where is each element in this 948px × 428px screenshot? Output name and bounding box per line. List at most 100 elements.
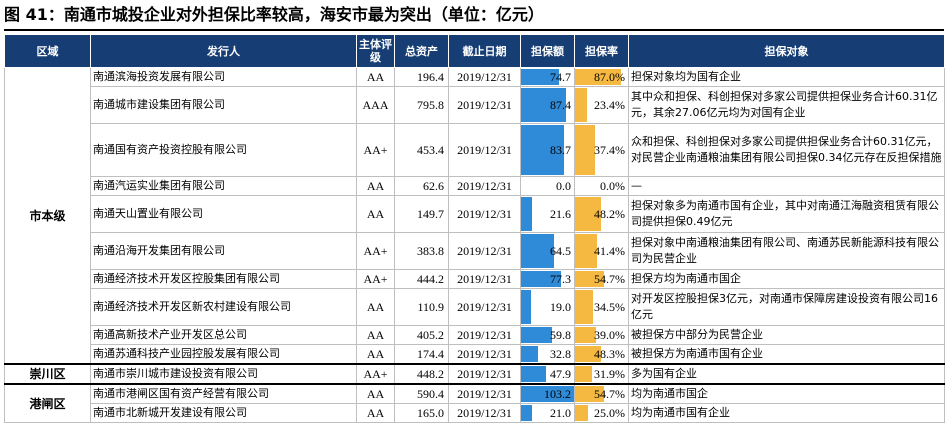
table-row: 南通天山置业有限公司 AA 149.7 2019/12/31 21.6 48.2% 担保对象…	[5, 195, 945, 233]
header-guarantee: 担保额	[520, 34, 575, 68]
ratio-value: 41.4%	[594, 244, 625, 258]
issuer-cell: 南通国有资产投资控股有限公司	[90, 123, 357, 177]
assets-cell: 405.2	[394, 325, 449, 345]
ratio-cell: 48.2%	[574, 195, 629, 233]
assets-cell: 795.8	[394, 86, 449, 124]
assets-cell: 448.2	[394, 363, 449, 385]
table-body: 市本级 南通滨海投资发展有限公司 AA 196.4 2019/12/31 74.7 87.0…	[4, 67, 945, 423]
guarantee-cell: 87.4	[520, 86, 575, 124]
ratio-cell: 23.4%	[574, 86, 629, 124]
region-cell: 市本级	[4, 67, 91, 365]
ratio-cell: 39.0%	[574, 325, 629, 345]
ratio-cell: 54.7%	[574, 383, 629, 404]
ratio-cell: 54.7%	[574, 269, 629, 289]
date-cell: 2019/12/31	[448, 232, 521, 270]
ratio-value: 54.7%	[594, 272, 625, 286]
ratio-value: 48.2%	[594, 207, 625, 221]
issuer-cell: 南通市北新城开发建设有限公司	[90, 403, 357, 423]
guarantee-bar	[521, 125, 564, 175]
header-assets: 总资产	[394, 34, 449, 68]
issuer-cell: 南通经济技术开发区控股集团有限公司	[90, 269, 357, 289]
date-cell: 2019/12/31	[448, 195, 521, 233]
ratio-value: 31.9%	[594, 367, 625, 381]
table-row: 南通城市建设集团有限公司 AAA 795.8 2019/12/31 87.4 23.4% 其…	[5, 86, 945, 124]
guarantee-value: 77.3	[550, 272, 571, 286]
target-cell: 对开发区控股担保3亿元，对南通市保障房建设投资有限公司16亿元	[628, 288, 945, 326]
table-row: 南通经济技术开发区控股集团有限公司 AA+ 444.2 2019/12/31 77.3 5…	[5, 269, 945, 289]
region-cell: 崇川区	[4, 363, 91, 385]
table-row: 南通经济技术开发区新农村建设有限公司 AA 110.9 2019/12/31 19.0 3…	[5, 288, 945, 326]
table-row: 南通苏通科技产业园控股发展有限公司 AA 174.4 2019/12/31 32.8 48…	[5, 344, 945, 365]
target-cell: 均为南通市国企	[628, 383, 945, 404]
table-row: 港闸区 南通市港闸区国有资产经营有限公司 AA 590.4 2019/12/31 103.…	[4, 383, 945, 423]
guarantee-value: 21.0	[550, 406, 571, 420]
guarantee-value: 21.6	[550, 207, 571, 221]
issuer-cell: 南通城市建设集团有限公司	[90, 86, 357, 124]
guarantee-value: 19.0	[550, 300, 571, 314]
ratio-value: 48.3%	[594, 347, 625, 361]
guarantee-bar	[521, 327, 552, 343]
issuer-cell: 南通沿海开发集团有限公司	[90, 232, 357, 270]
ratio-cell: 34.5%	[574, 288, 629, 326]
rating-cell: AA+	[356, 123, 395, 177]
guarantee-bar	[521, 386, 574, 402]
rating-cell: AA	[356, 344, 395, 365]
table-row: 南通国有资产投资控股有限公司 AA+ 453.4 2019/12/31 83.7 37.4…	[5, 123, 945, 177]
guarantee-cell: 0.0	[520, 176, 575, 196]
assets-cell: 444.2	[394, 269, 449, 289]
guarantee-value: 59.8	[550, 328, 571, 342]
guarantee-value: 83.7	[550, 143, 571, 157]
date-cell: 2019/12/31	[448, 325, 521, 345]
issuer-cell: 南通苏通科技产业园控股发展有限公司	[90, 344, 357, 365]
issuer-cell: 南通汽运实业集团有限公司	[90, 176, 357, 196]
guarantee-table: 区域 发行人 主体评级 总资产 截止日期 担保额 担保率 担保对象 市本级 南通滨…	[4, 34, 945, 423]
ratio-bar	[575, 366, 592, 382]
guarantee-value: 64.5	[550, 244, 571, 258]
guarantee-bar	[521, 234, 555, 268]
ratio-cell: 87.0%	[574, 67, 629, 87]
table-row: 南通市北新城开发建设有限公司 AA 165.0 2019/12/31 21.0 25.0%…	[5, 403, 945, 423]
target-cell: 担保对象均为国有企业	[628, 67, 945, 87]
target-cell: 被担保方中部分为民营企业	[628, 325, 945, 345]
guarantee-cell: 83.7	[520, 123, 575, 177]
guarantee-cell: 32.8	[520, 344, 575, 365]
date-cell: 2019/12/31	[448, 288, 521, 326]
issuer-cell: 南通滨海投资发展有限公司	[90, 67, 357, 87]
date-cell: 2019/12/31	[448, 123, 521, 177]
ratio-cell: 41.4%	[574, 232, 629, 270]
date-cell: 2019/12/31	[448, 269, 521, 289]
region-cell: 港闸区	[4, 383, 91, 423]
guarantee-cell: 103.2	[520, 383, 575, 404]
guarantee-value: 103.2	[544, 387, 571, 401]
ratio-bar	[575, 327, 596, 343]
guarantee-bar	[521, 88, 566, 122]
ratio-bar	[575, 234, 597, 268]
guarantee-cell: 21.6	[520, 195, 575, 233]
ratio-value: 39.0%	[594, 328, 625, 342]
title-rule	[4, 29, 944, 31]
ratio-value: 87.0%	[594, 70, 625, 84]
ratio-cell: 0.0%	[574, 176, 629, 196]
header-ratio: 担保率	[574, 34, 629, 68]
assets-cell: 165.0	[394, 403, 449, 423]
rating-cell: AA	[356, 403, 395, 423]
table-row: 南通沿海开发集团有限公司 AA+ 383.8 2019/12/31 64.5 41.4% 担…	[5, 232, 945, 270]
target-cell: 担保方均为南通市国企	[628, 269, 945, 289]
ratio-value: 34.5%	[594, 300, 625, 314]
target-cell: 担保对象中南通粮油集团有限公司、南通苏民新能源科技有限公司为民营企业	[628, 232, 945, 270]
rating-cell: AA	[356, 176, 395, 196]
header-target: 担保对象	[628, 34, 945, 68]
guarantee-bar	[521, 197, 533, 231]
assets-cell: 590.4	[394, 383, 449, 404]
ratio-cell: 25.0%	[574, 403, 629, 423]
guarantee-bar	[521, 271, 561, 287]
guarantee-value: 32.8	[550, 347, 571, 361]
date-cell: 2019/12/31	[448, 176, 521, 196]
table-row: 市本级 南通滨海投资发展有限公司 AA 196.4 2019/12/31 74.7 87.0…	[4, 67, 945, 365]
ratio-value: 54.7%	[594, 387, 625, 401]
ratio-bar	[575, 346, 601, 362]
issuer-cell: 南通天山置业有限公司	[90, 195, 357, 233]
date-cell: 2019/12/31	[448, 67, 521, 87]
ratio-bar	[575, 271, 604, 287]
assets-cell: 174.4	[394, 344, 449, 365]
